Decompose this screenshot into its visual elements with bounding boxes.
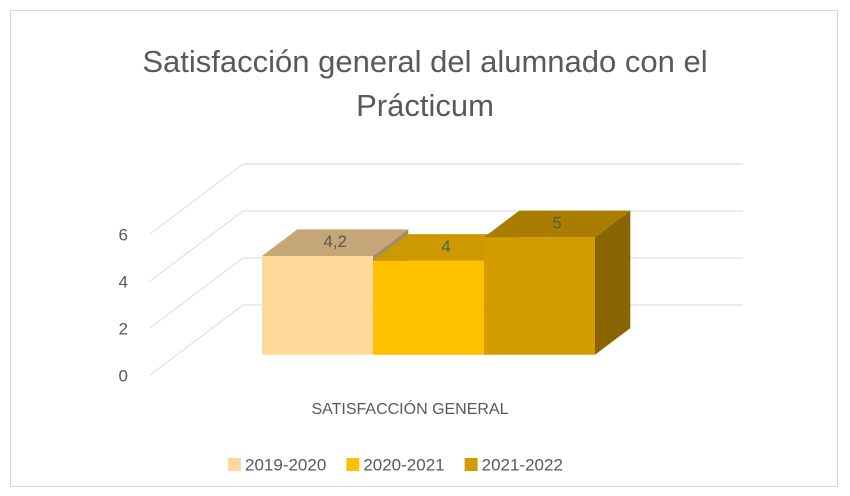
y-tick-label: 4 (119, 272, 128, 291)
legend-label: 2019-2020 (245, 455, 326, 474)
legend-label: 2020-2021 (363, 455, 444, 474)
bar (372, 260, 484, 355)
chart-title: Satisfacción general del alumnado con el… (142, 44, 708, 123)
bar-top (261, 229, 409, 256)
bar (261, 256, 373, 355)
data-label: 4,2 (323, 232, 347, 251)
bar-top (372, 234, 520, 261)
bar-top (483, 210, 631, 238)
data-label: 5 (552, 213, 561, 232)
data-label: 4 (441, 237, 450, 256)
bar-side (594, 210, 631, 355)
y-tick-label: 2 (119, 319, 128, 338)
legend-swatch (464, 458, 478, 471)
y-tick-label: 0 (119, 366, 128, 385)
y-tick-label: 6 (119, 225, 128, 244)
legend-swatch (228, 458, 241, 471)
bar (483, 237, 595, 355)
grid-line (149, 163, 743, 235)
legend-label: 2021-2022 (482, 455, 563, 474)
x-tick-label: SATISFACCIÓN GENERAL (311, 399, 508, 418)
legend-swatch (346, 458, 360, 471)
